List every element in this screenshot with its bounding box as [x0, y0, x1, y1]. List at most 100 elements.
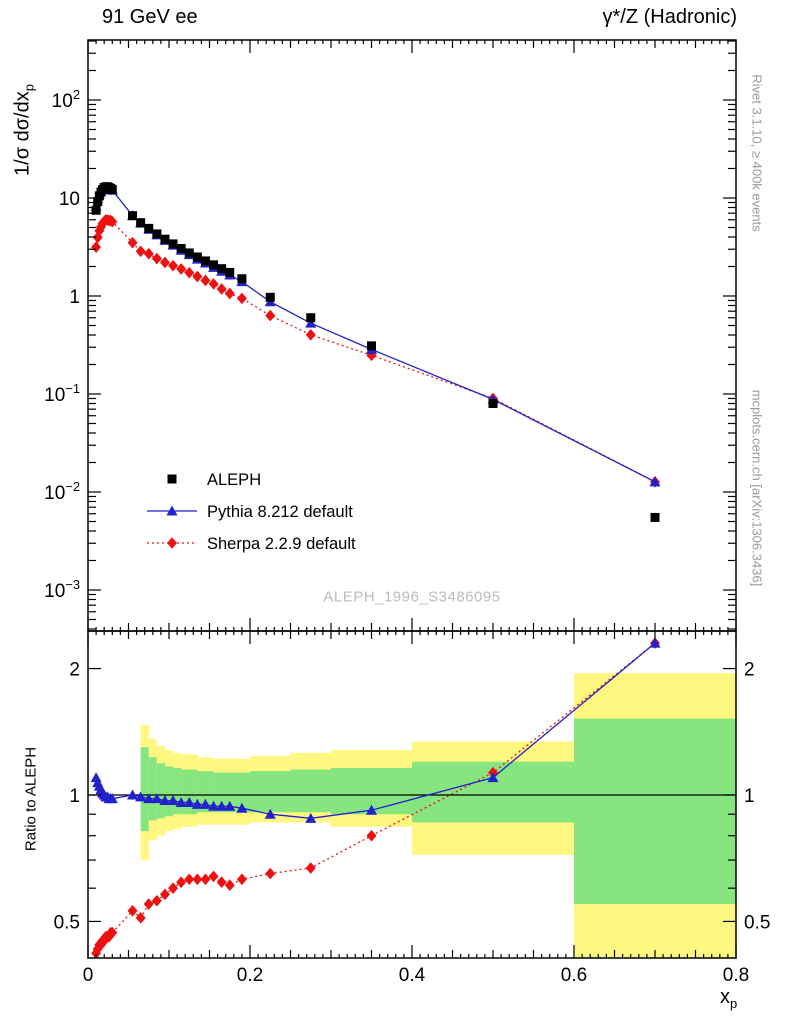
data-marker	[184, 266, 195, 279]
data-marker	[216, 800, 228, 811]
data-marker	[135, 245, 146, 258]
data-marker	[367, 341, 376, 351]
y-tick-label: 10	[59, 189, 80, 210]
data-marker	[306, 313, 316, 323]
data-marker	[127, 789, 139, 800]
data-marker	[136, 218, 146, 228]
data-marker	[168, 259, 179, 272]
data-marker	[200, 256, 210, 266]
data-marker	[167, 474, 177, 484]
data-marker	[107, 215, 118, 228]
data-marker	[488, 398, 498, 408]
data-marker	[209, 260, 219, 270]
data-marker	[208, 278, 219, 290]
data-marker	[159, 256, 170, 269]
y-tick-label: 10−1	[44, 381, 80, 406]
data-marker	[152, 229, 162, 239]
y-tick-label: 102	[52, 87, 80, 112]
data-marker	[107, 926, 118, 939]
data-marker	[143, 793, 155, 804]
data-marker	[135, 791, 147, 802]
data-marker	[265, 309, 276, 322]
data-marker	[151, 894, 162, 907]
ratio-tick-label-left: 1	[69, 786, 80, 807]
legend-label: Pythia 8.212 default	[207, 503, 353, 521]
x-axis-title: xp	[720, 986, 737, 1011]
data-marker	[144, 223, 154, 233]
series-sherpa-ratio	[91, 637, 660, 958]
ratio-tick-label-right: 1	[744, 786, 755, 807]
data-marker	[176, 876, 187, 888]
data-marker	[167, 795, 179, 806]
rivet-version-note: Rivet 3.1.10, ≥ 400k events	[749, 74, 765, 232]
band-green	[164, 766, 174, 817]
data-marker	[176, 263, 187, 275]
data-marker	[305, 328, 316, 341]
data-marker	[305, 317, 317, 328]
x-tick-label: 0	[83, 965, 94, 986]
data-marker	[151, 252, 162, 265]
data-marker	[107, 185, 117, 195]
band-green	[250, 771, 291, 813]
data-marker	[175, 796, 187, 807]
process-title: γ*/Z (Hadronic)	[602, 6, 737, 28]
data-marker	[192, 873, 203, 886]
data-marker	[143, 898, 154, 910]
data-marker	[264, 808, 276, 819]
data-marker	[216, 283, 227, 295]
data-marker	[224, 879, 235, 891]
data-marker	[216, 876, 227, 888]
series-aleph-values	[91, 182, 660, 522]
ratio-tick-label-right: 2	[744, 660, 755, 681]
data-marker	[168, 239, 178, 249]
mcplots-attribution: mcplots.cern.ch [arXiv:1306.3436]	[749, 389, 765, 587]
data-marker	[95, 938, 106, 951]
data-marker	[236, 873, 247, 886]
data-marker	[106, 793, 118, 804]
data-marker	[167, 537, 177, 549]
analysis-watermark: ALEPH_1996_S3486095	[323, 588, 501, 606]
data-marker	[225, 267, 235, 277]
beam-energy-title: 91 GeV ee	[102, 6, 198, 28]
data-marker	[236, 802, 248, 813]
ratio-tick-label-left: 2	[69, 660, 80, 681]
data-marker	[104, 930, 115, 943]
series-sherpa-values	[91, 214, 660, 488]
series-pythia-ratio	[90, 637, 661, 823]
data-marker	[366, 829, 377, 842]
data-marker	[224, 287, 235, 300]
data-marker	[224, 800, 236, 811]
data-marker	[91, 241, 102, 253]
ratio-tick-label-right: 0.5	[744, 912, 770, 933]
axis-ticks	[87, 40, 737, 958]
main-panel-frame	[87, 39, 737, 632]
data-marker	[191, 798, 203, 809]
x-axis-title-sub: p	[730, 996, 738, 1011]
data-marker	[91, 205, 101, 215]
data-marker	[92, 943, 103, 955]
data-marker	[168, 882, 179, 894]
band-green	[290, 769, 331, 813]
data-marker	[217, 264, 227, 274]
data-marker	[649, 637, 661, 648]
data-marker	[159, 795, 171, 806]
data-marker	[184, 873, 195, 886]
x-tick-label: 0.2	[237, 965, 263, 986]
band-green	[574, 718, 736, 905]
data-marker	[127, 236, 138, 249]
legend-label: Sherpa 2.2.9 default	[207, 535, 356, 553]
data-marker	[151, 793, 163, 804]
series-pythia-line	[95, 186, 656, 483]
legend: ALEPH Pythia 8.212 default Sherpa 2.2.9 de…	[147, 471, 356, 553]
x-tick-label: 0.8	[723, 965, 749, 986]
data-marker	[305, 812, 317, 823]
band-green	[140, 747, 149, 832]
data-marker	[650, 512, 660, 522]
y-axis-title: 1/σ dσ/dxp	[12, 84, 37, 176]
data-marker	[159, 888, 170, 901]
data-marker	[237, 274, 247, 284]
data-marker	[166, 505, 178, 516]
data-marker	[183, 796, 195, 807]
band-green	[156, 763, 165, 819]
